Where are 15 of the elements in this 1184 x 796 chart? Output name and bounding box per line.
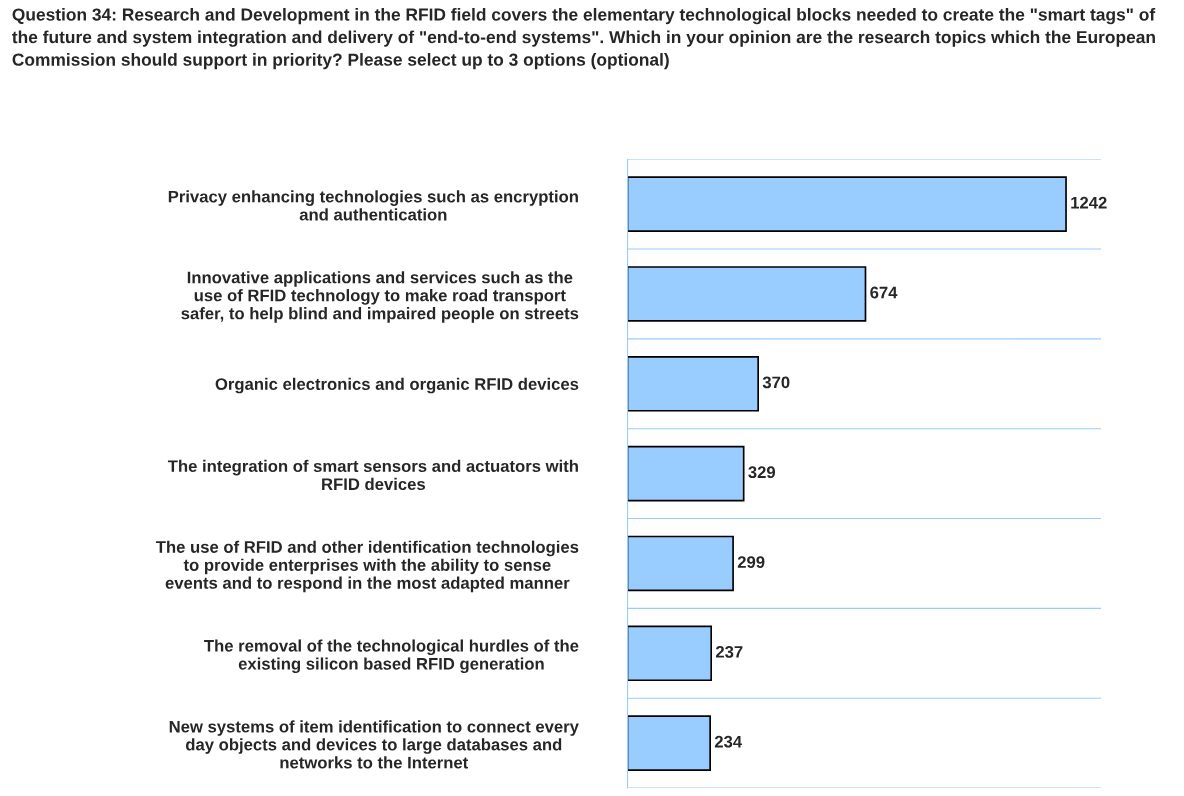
data-label: 1242 bbox=[1071, 196, 1107, 209]
data-label: 329 bbox=[748, 466, 776, 479]
y-tick-label: The integration of smart sensors and actuators with RFID devices bbox=[167, 459, 578, 491]
data-label: 234 bbox=[714, 735, 743, 748]
data-label: 237 bbox=[715, 645, 743, 658]
data-label: 299 bbox=[737, 556, 765, 568]
y-tick-label: The removal of the technological hurdles of the existing silicon based RFID generation bbox=[204, 639, 579, 674]
y-tick-label: Innovative applications and services such as the use of RFID technology to make road transport safer, to help blind and impaired people on streets bbox=[181, 271, 579, 323]
y-tick-label: Privacy enhancing technologies such as encryption and authentication bbox=[168, 190, 578, 221]
y-tick-label: The use of RFID and other identification technologies to provide enterprises with the ability to sense events and to respond in the most adapted manner bbox=[155, 540, 579, 593]
chart-title: Question 34: Research and Development in the RFID field covers the elementary technological blocks needed to create the "smart tags" of the future and system integration and delivery of "end-to-end systems". Which in your opinion are the research topics which the European Commission should support in priority? Please select up to 3 options (optional) bbox=[12, 7, 1156, 70]
data-label: 674 bbox=[870, 286, 898, 299]
y-tick-label: Organic electronics and organic RFID devices bbox=[215, 377, 579, 394]
data-label: 370 bbox=[762, 376, 790, 389]
y-tick-label: New systems of item identification to connect every day objects and devices to large databases and networks to the Internet bbox=[169, 720, 579, 769]
